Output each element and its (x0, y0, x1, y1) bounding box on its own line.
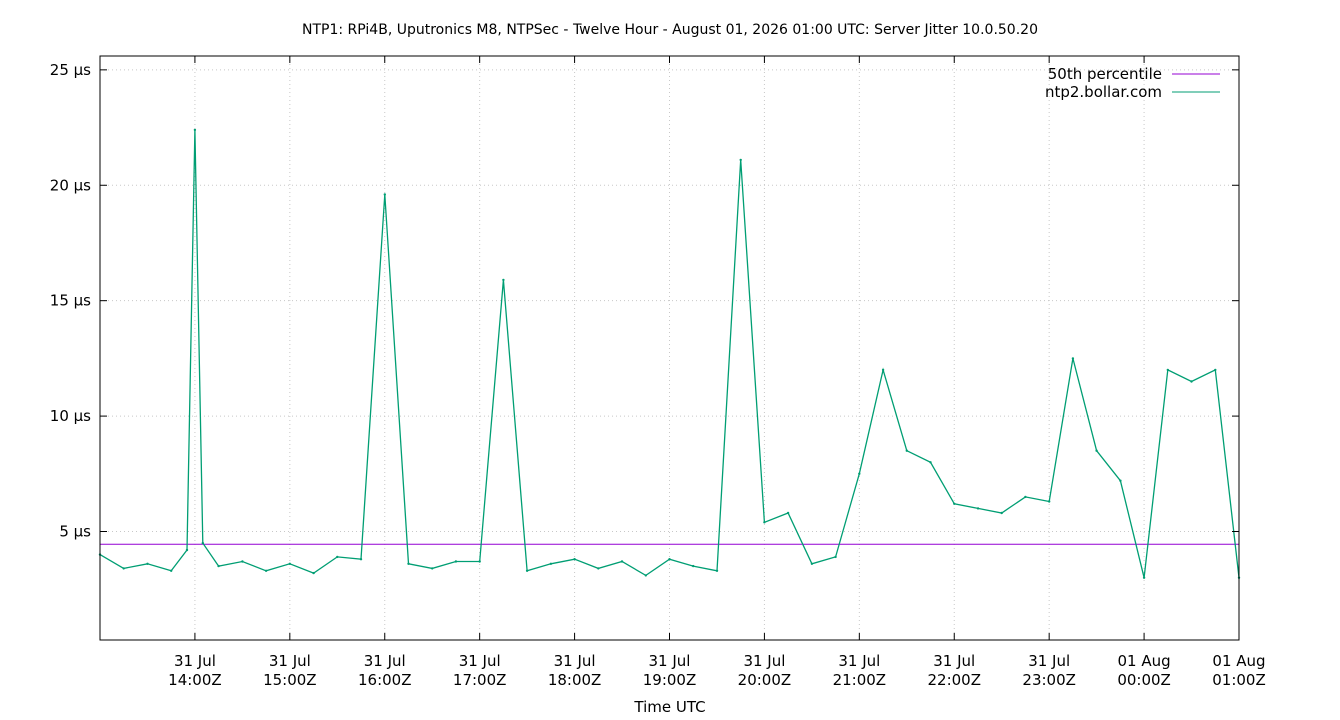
x-tick-label-time: 18:00Z (548, 671, 602, 689)
x-axis-label: Time UTC (633, 698, 705, 716)
x-tick-label-time: 00:00Z (1117, 671, 1171, 689)
x-tick-label-date: 31 Jul (554, 652, 596, 670)
x-tick-label-time: 01:00Z (1212, 671, 1266, 689)
series-ntp2-point (597, 567, 600, 570)
x-tick-label-date: 31 Jul (933, 652, 975, 670)
series-ntp2-point (1095, 449, 1098, 452)
series-ntp2-point (122, 567, 125, 570)
x-tick-label-date: 31 Jul (1028, 652, 1070, 670)
series-ntp2-point (1071, 357, 1075, 360)
series-ntp2-point (193, 128, 197, 132)
legend-label: ntp2.bollar.com (1045, 83, 1162, 101)
series-ntp2-point (502, 278, 505, 282)
series-ntp2-point (620, 560, 624, 563)
y-tick-label: 15 µs (50, 292, 91, 310)
series-ntp2-point (644, 574, 647, 577)
series-ntp2-point (739, 158, 742, 162)
x-tick-label-time: 21:00Z (833, 671, 887, 689)
series-ntp2-point (241, 560, 244, 563)
series-ntp2-point (383, 193, 386, 196)
x-tick-label-time: 17:00Z (453, 671, 507, 689)
series-ntp2-point (1166, 368, 1170, 372)
x-tick-label-date: 31 Jul (459, 652, 501, 670)
series-ntp2-point (1190, 380, 1193, 383)
series-ntp2-point (763, 521, 766, 524)
series-ntp2-point (359, 558, 363, 561)
series-ntp2-point (336, 555, 339, 559)
x-tick-label-date: 31 Jul (364, 652, 406, 670)
series-ntp2-point (786, 511, 790, 515)
series-ntp2-point (976, 507, 980, 510)
series-layer (98, 128, 1241, 579)
series-ntp2-point (1048, 500, 1051, 503)
series-ntp2-point (185, 548, 189, 552)
x-tick-label-date: 31 Jul (269, 652, 311, 670)
series-ntp2-point (431, 567, 434, 570)
y-tick-label: 25 µs (50, 61, 91, 79)
series-ntp2-point (146, 562, 149, 565)
series-ntp2-point (549, 562, 553, 565)
series-ntp2-point (715, 569, 719, 572)
series-ntp2-point (264, 569, 268, 572)
series-ntp2-point (454, 560, 458, 563)
x-tick-label-date: 31 Jul (174, 652, 216, 670)
series-ntp2-point (692, 564, 695, 568)
y-tick-label: 5 µs (59, 523, 91, 541)
series-ntp2-point (201, 541, 204, 545)
series-ntp2-point (881, 368, 885, 372)
series-ntp2-point (1119, 479, 1122, 482)
series-ntp2-point (905, 449, 908, 452)
x-tick-label-date: 01 Aug (1212, 652, 1265, 670)
series-ntp2-point (953, 502, 956, 505)
series-ntp2-point (573, 558, 576, 561)
series-ntp2-point (1000, 511, 1003, 515)
x-tick-label-time: 22:00Z (927, 671, 981, 689)
series-ntp2-point (929, 461, 932, 464)
series-ntp2-point (170, 569, 173, 572)
series-ntp2-point (1214, 368, 1217, 372)
series-ntp2-point (1024, 495, 1027, 499)
series-ntp2-point (288, 562, 291, 565)
series-ntp2-point (858, 472, 861, 475)
x-tick-label-time: 23:00Z (1022, 671, 1076, 689)
series-ntp2-point (312, 571, 315, 575)
x-tick-label-time: 14:00Z (168, 671, 222, 689)
series-ntp2-point (478, 560, 481, 563)
series-ntp2-point (525, 569, 529, 572)
chart-title: NTP1: RPi4B, Uputronics M8, NTPSec - Twe… (302, 22, 1038, 38)
x-tick-label-date: 31 Jul (649, 652, 691, 670)
x-tick-label-time: 20:00Z (738, 671, 792, 689)
x-tick-label-time: 19:00Z (643, 671, 697, 689)
grid-layer (100, 56, 1240, 640)
series-ntp2-point (217, 564, 220, 568)
y-tick-label: 10 µs (50, 407, 91, 425)
series-ntp2-point (668, 558, 671, 561)
x-tick-label-date: 31 Jul (838, 652, 880, 670)
x-tick-label-date: 01 Aug (1118, 652, 1171, 670)
legend-label: 50th percentile (1048, 65, 1162, 83)
x-tick-label-time: 16:00Z (358, 671, 412, 689)
x-tick-label-time: 15:00Z (263, 671, 317, 689)
y-tick-label: 20 µs (50, 176, 91, 194)
series-ntp2-point (834, 555, 837, 559)
series-ntp2-point (407, 562, 410, 565)
x-tick-label-date: 31 Jul (743, 652, 785, 670)
series-ntp2-point (1142, 576, 1146, 579)
series-ntp2-point (810, 562, 814, 565)
